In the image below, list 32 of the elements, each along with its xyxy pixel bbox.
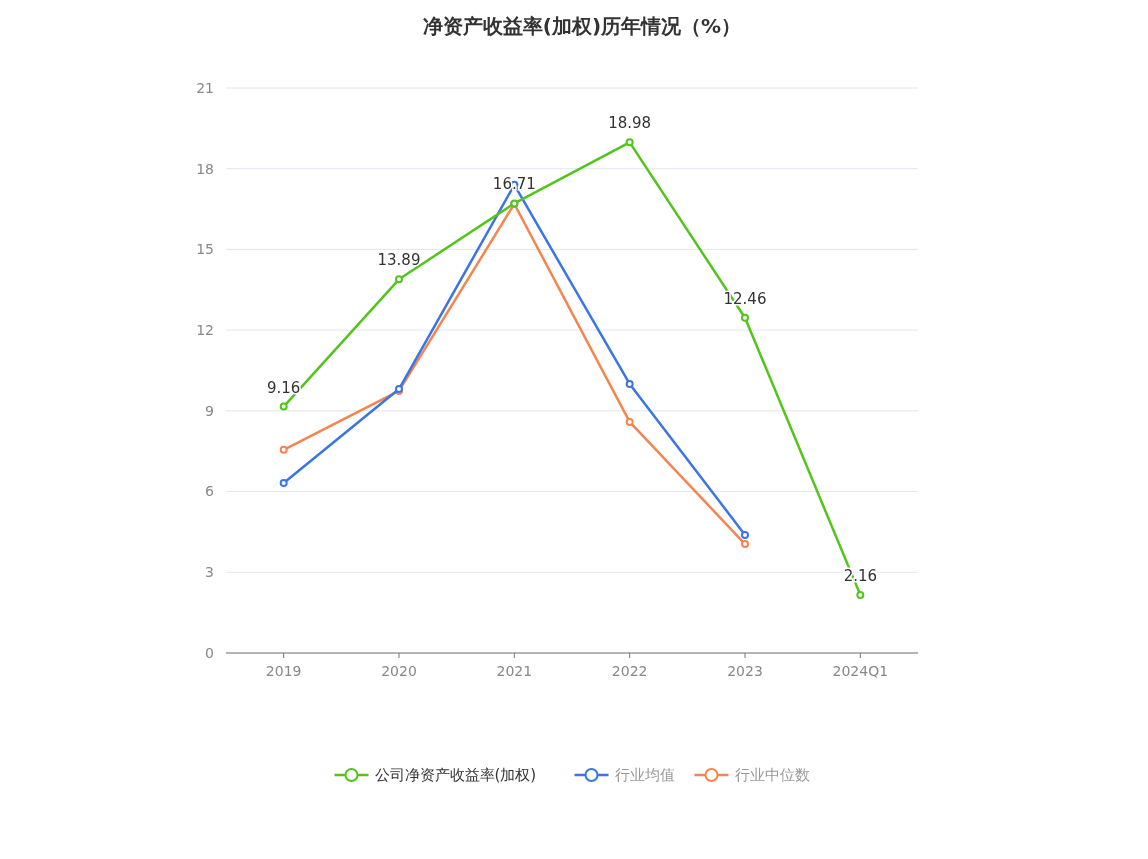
x-tick-label: 2021: [496, 663, 533, 679]
point: [279, 478, 288, 487]
chart-title: 净资产收益率(加权)历年情况（%）: [422, 14, 742, 38]
y-tick-label: 6: [205, 483, 215, 500]
x-tick-label: 2020: [381, 663, 417, 679]
data-label: 13.89: [377, 251, 421, 270]
x-tick-label: 2024Q1: [832, 663, 889, 679]
legend-label: 行业均值: [614, 766, 675, 785]
point: [395, 275, 403, 284]
y-tick-label: 21: [196, 79, 214, 96]
point: [625, 379, 634, 388]
point: [625, 138, 634, 147]
point: [741, 530, 749, 539]
y-tick-label: 12: [196, 322, 214, 339]
point: [279, 445, 288, 454]
y-tick-label: 15: [196, 241, 214, 258]
point: [741, 313, 749, 322]
x-tick-label: 2023: [727, 663, 763, 679]
point: [625, 417, 634, 426]
data-label: 18.98: [608, 114, 652, 133]
y-tick-label: 9: [205, 402, 214, 419]
y-tick-label: 18: [196, 160, 214, 177]
legend-label: 行业中位数: [734, 766, 810, 785]
x-tick-label: 2022: [611, 663, 648, 679]
y-tick-label: 3: [205, 564, 214, 581]
y-tick-label: 0: [205, 644, 214, 661]
point: [741, 540, 749, 549]
point: [279, 402, 288, 411]
data-label: 9.16: [266, 378, 301, 397]
point: [856, 590, 865, 599]
x-tick-label: 2019: [265, 663, 302, 679]
legend-label: 公司净资产收益率(加权): [374, 766, 537, 785]
